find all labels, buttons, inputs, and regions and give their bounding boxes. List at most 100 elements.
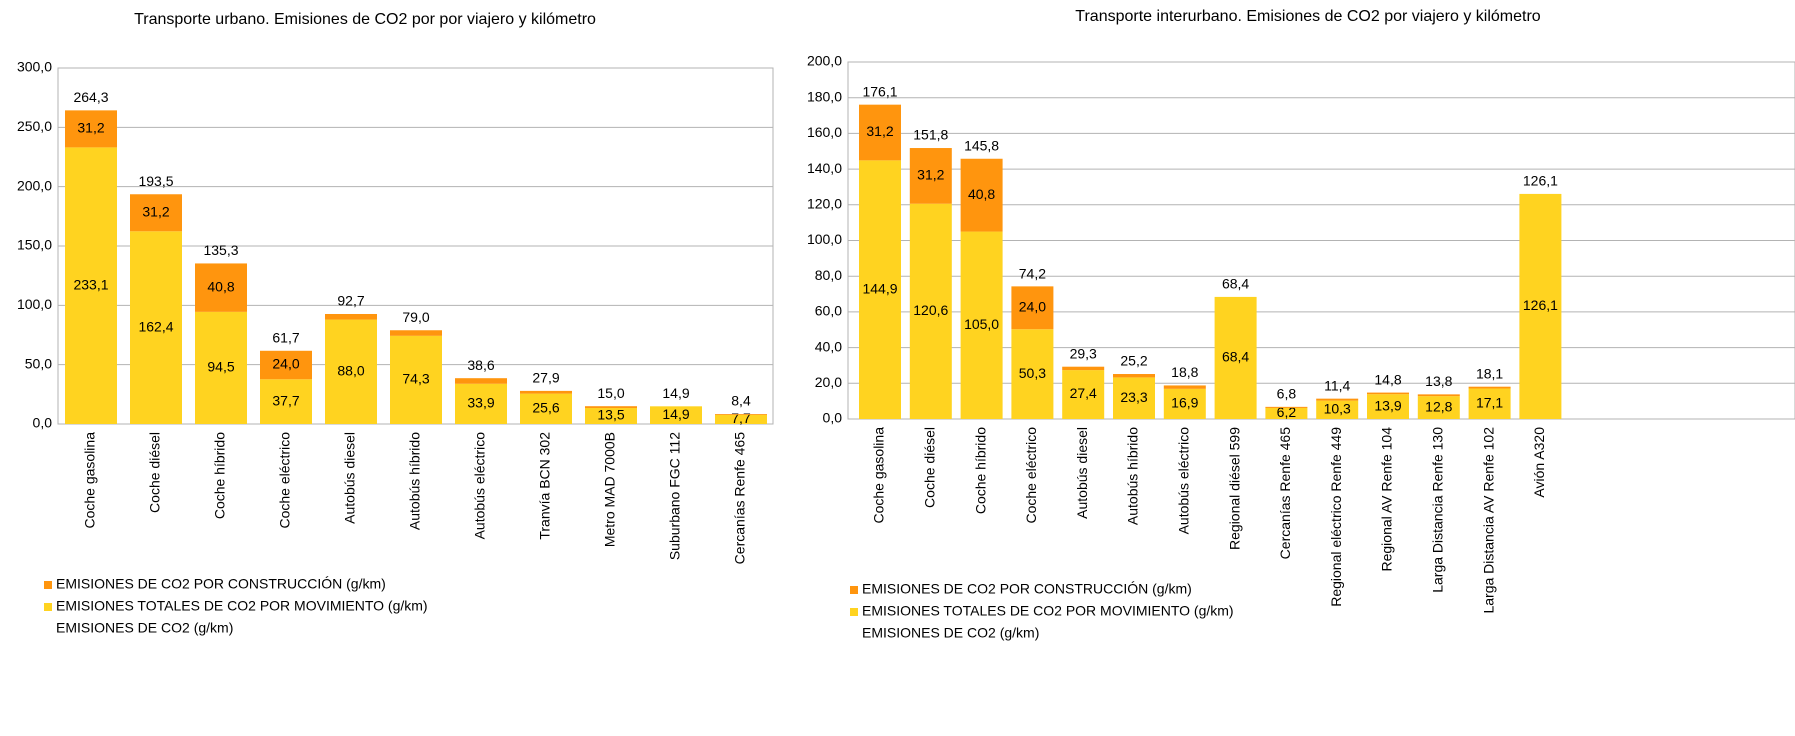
bar-segment bbox=[1163, 388, 1206, 419]
x-tick-label: Autobús eléctrico bbox=[1176, 427, 1192, 535]
total-label: 25,2 bbox=[1120, 353, 1147, 369]
x-tick-label: Coche diésel bbox=[147, 432, 163, 513]
total-label: 61,7 bbox=[272, 329, 299, 345]
total-label: 79,0 bbox=[402, 309, 429, 325]
chart-title: Transporte urbano. Emisiones de CO2 por … bbox=[134, 11, 596, 28]
value-label: 40,8 bbox=[968, 186, 995, 202]
value-label: 31,2 bbox=[917, 167, 944, 183]
value-label: 14,9 bbox=[662, 406, 689, 422]
value-label: 126,1 bbox=[1523, 297, 1558, 313]
value-label: 24,0 bbox=[272, 356, 299, 372]
bar-segment bbox=[1011, 329, 1054, 419]
bar-segment bbox=[130, 231, 182, 424]
bar-segment bbox=[1011, 286, 1054, 330]
x-tick-label: Avión A320 bbox=[1531, 427, 1547, 498]
value-label: 6,2 bbox=[1277, 404, 1297, 420]
total-label: 18,1 bbox=[1476, 365, 1503, 381]
y-tick-label: 120,0 bbox=[807, 196, 842, 212]
x-tick-label: Coche híbrido bbox=[972, 427, 988, 514]
bar-segment bbox=[1468, 386, 1511, 389]
y-tick-label: 250,0 bbox=[17, 118, 52, 134]
x-tick-label: Autobús eléctrico bbox=[472, 432, 488, 540]
total-label: 74,2 bbox=[1019, 265, 1046, 281]
bar-segment bbox=[909, 203, 952, 419]
legend-swatch bbox=[850, 608, 858, 616]
chart-title: Transporte interurbano. Emisiones de CO2… bbox=[1075, 8, 1540, 25]
bar-segment bbox=[455, 383, 507, 424]
value-label: 120,6 bbox=[913, 302, 948, 318]
total-label: 18,8 bbox=[1171, 364, 1198, 380]
legend-label: EMISIONES DE CO2 POR CONSTRUCCIÓN (g/km) bbox=[56, 576, 386, 592]
legend-swatch bbox=[44, 581, 52, 589]
bar-segment bbox=[650, 406, 702, 424]
y-tick-label: 60,0 bbox=[815, 303, 842, 319]
bar-segment bbox=[325, 319, 377, 424]
bar-segment bbox=[585, 406, 637, 408]
total-label: 11,4 bbox=[1324, 377, 1350, 393]
value-label: 31,2 bbox=[77, 120, 104, 136]
total-label: 151,8 bbox=[913, 127, 948, 143]
value-label: 12,8 bbox=[1425, 398, 1452, 414]
bar-segment bbox=[1316, 398, 1359, 401]
value-label: 105,0 bbox=[964, 316, 999, 332]
bar-segment bbox=[520, 390, 572, 394]
legend-label: EMISIONES TOTALES DE CO2 POR MOVIMIENTO … bbox=[862, 603, 1234, 619]
value-label: 88,0 bbox=[337, 362, 364, 378]
bar-segment bbox=[1519, 193, 1562, 419]
x-tick-label: Coche gasolina bbox=[82, 432, 98, 529]
x-tick-label: Coche híbrido bbox=[212, 432, 228, 519]
y-tick-label: 0,0 bbox=[33, 415, 53, 431]
bar-segment bbox=[455, 378, 507, 384]
total-label: 8,4 bbox=[731, 393, 751, 409]
bar-segment bbox=[1214, 296, 1257, 419]
total-label: 14,9 bbox=[662, 385, 689, 401]
value-label: 50,3 bbox=[1019, 365, 1046, 381]
value-label: 162,4 bbox=[138, 318, 173, 334]
value-label: 33,9 bbox=[467, 395, 494, 411]
x-tick-label: Autobús híbrido bbox=[407, 432, 423, 530]
y-tick-label: 50,0 bbox=[25, 355, 52, 371]
x-tick-label: Metro MAD 7000B bbox=[602, 432, 618, 547]
x-tick-label: Larga Distancia AV Renfe 102 bbox=[1480, 427, 1496, 614]
value-label: 37,7 bbox=[272, 392, 299, 408]
x-tick-label: Coche gasolina bbox=[871, 427, 887, 524]
x-tick-label: Larga Distancia Renfe 130 bbox=[1430, 427, 1446, 593]
value-label: 13,5 bbox=[597, 407, 624, 423]
total-label: 13,8 bbox=[1425, 373, 1452, 389]
x-tick-label: Regional AV Renfe 104 bbox=[1379, 427, 1395, 572]
total-label: 29,3 bbox=[1070, 345, 1097, 361]
bar-segment bbox=[195, 311, 247, 424]
y-tick-label: 140,0 bbox=[807, 160, 842, 176]
value-label: 40,8 bbox=[207, 278, 234, 294]
x-tick-label: Cercanías Renfe 465 bbox=[732, 432, 748, 565]
bar-segment bbox=[1113, 374, 1155, 378]
bar-segment bbox=[585, 407, 637, 424]
x-tick-label: Autobús diesel bbox=[1074, 427, 1090, 519]
bar-segment bbox=[1417, 396, 1460, 419]
bar-segment bbox=[260, 379, 312, 424]
x-tick-label: Autobús diesel bbox=[342, 432, 358, 524]
value-label: 94,5 bbox=[207, 359, 234, 375]
x-tick-label: Suburbano FGC 112 bbox=[667, 432, 683, 560]
bar-segment bbox=[1468, 388, 1511, 419]
bar-segment bbox=[130, 194, 182, 232]
value-label: 31,2 bbox=[142, 203, 169, 219]
value-label: 233,1 bbox=[73, 276, 108, 292]
total-label: 264,3 bbox=[73, 89, 108, 105]
value-label: 68,4 bbox=[1222, 349, 1249, 365]
total-label: 145,8 bbox=[964, 137, 999, 153]
y-tick-label: 200,0 bbox=[807, 53, 842, 69]
value-label: 144,9 bbox=[862, 280, 897, 296]
value-label: 25,6 bbox=[532, 400, 559, 416]
total-label: 38,6 bbox=[467, 357, 494, 373]
y-tick-label: 20,0 bbox=[815, 374, 842, 390]
bar-segment bbox=[65, 110, 117, 148]
y-tick-label: 40,0 bbox=[815, 338, 842, 354]
bar-segment bbox=[859, 160, 901, 419]
bar-segment bbox=[960, 231, 1003, 419]
bar-segment bbox=[1113, 377, 1155, 419]
total-label: 92,7 bbox=[337, 293, 364, 309]
bar-segment bbox=[715, 414, 767, 415]
bar-segment bbox=[325, 313, 377, 320]
